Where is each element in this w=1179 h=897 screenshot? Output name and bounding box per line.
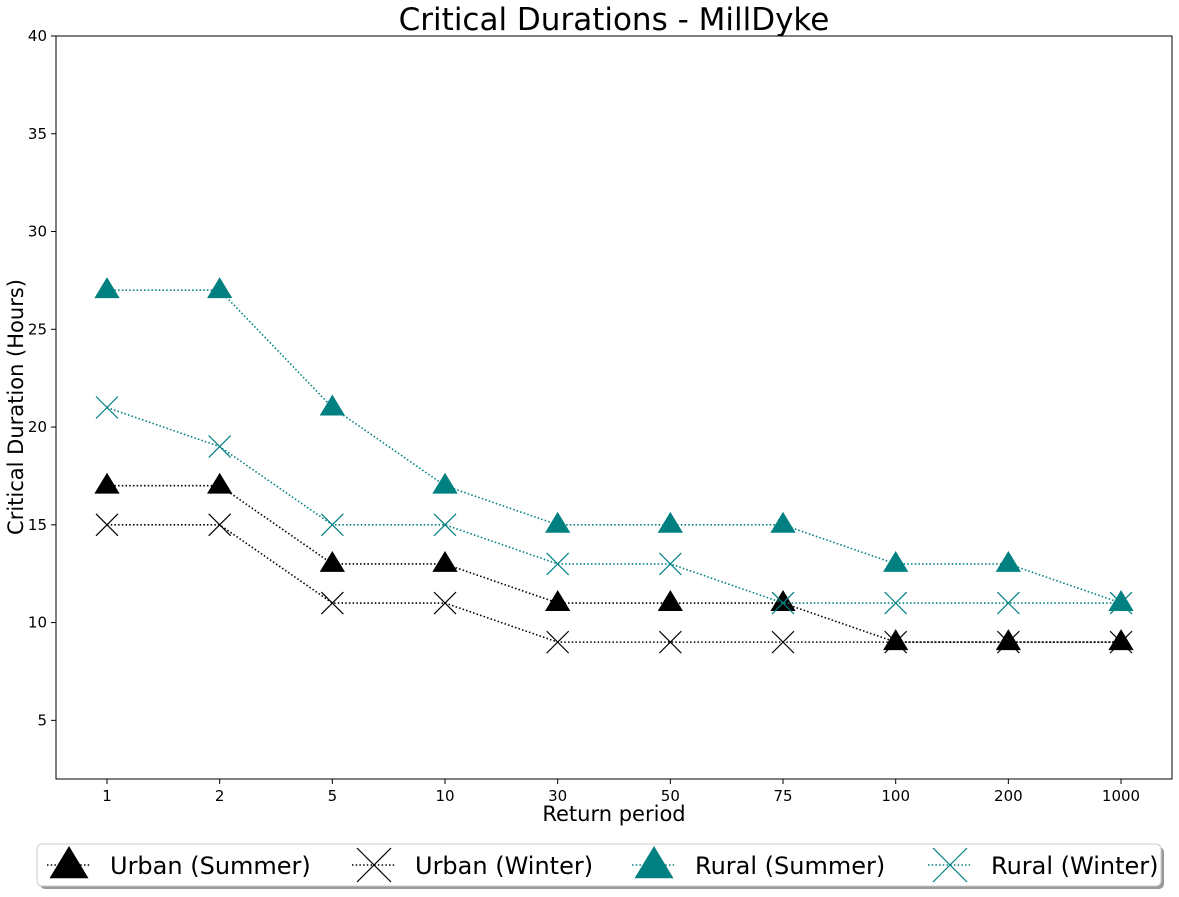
x-tick-label: 10 <box>435 787 454 805</box>
data-point-triangle <box>1108 629 1134 651</box>
y-axis-label: Critical Duration (Hours) <box>4 279 28 535</box>
data-point-triangle <box>657 590 683 611</box>
data-point-x <box>320 591 344 615</box>
data-point-x <box>320 513 344 537</box>
data-point-triangle <box>432 472 458 494</box>
data-point-triangle <box>319 550 345 572</box>
data-point-x <box>95 396 119 419</box>
x-tick-label: 1000 <box>1102 787 1140 805</box>
data-point-x <box>1109 591 1133 615</box>
data-point-triangle <box>207 472 233 494</box>
x-tick-label: 2 <box>215 787 225 805</box>
data-point-x <box>208 513 232 537</box>
data-point-x <box>433 513 457 537</box>
series-line <box>106 406 1122 604</box>
legend: Urban (Summer) Urban (Winter) Rural (Summe… <box>36 843 1164 889</box>
legend-marker-triangle <box>49 846 89 879</box>
data-point-x <box>658 630 682 654</box>
x-tick-label: 200 <box>994 787 1023 805</box>
legend-label: Rural (Winter) <box>991 852 1159 880</box>
legend-item: Rural (Summer) <box>632 846 885 880</box>
legend-label: Urban (Summer) <box>110 852 311 880</box>
y-tick-label: 20 <box>28 418 47 436</box>
data-point-triangle <box>545 511 571 533</box>
y-tick-label: 40 <box>28 27 47 45</box>
data-point-x <box>546 630 570 654</box>
x-tick-label: 5 <box>328 787 338 805</box>
data-point-triangle <box>770 511 796 533</box>
y-tick-label: 35 <box>28 125 47 143</box>
legend-item: Rural (Winter) <box>928 847 1159 883</box>
y-tick-label: 25 <box>28 320 47 338</box>
x-tick-label: 1 <box>102 787 112 805</box>
data-point-triangle <box>94 277 120 299</box>
series-rural-winter <box>95 396 1133 615</box>
series-urban-winter <box>95 513 1133 654</box>
data-point-x <box>433 591 457 615</box>
series-line <box>107 524 1122 643</box>
data-point-triangle <box>883 629 909 651</box>
data-point-x <box>208 435 232 459</box>
data-point-x <box>771 630 795 654</box>
x-tick-label: 30 <box>548 787 567 805</box>
legend-label: Urban (Winter) <box>415 852 593 880</box>
data-point-x <box>996 591 1020 615</box>
data-point-triangle <box>1108 590 1134 611</box>
data-point-x <box>1109 630 1133 654</box>
data-point-triangle <box>770 590 796 611</box>
legend-item: Urban (Winter) <box>352 847 593 883</box>
legend-label: Rural (Summer) <box>695 852 885 880</box>
legend-marker-x <box>932 847 968 883</box>
series-urban-summer <box>94 472 1134 651</box>
data-point-triangle <box>657 511 683 533</box>
data-point-triangle <box>207 277 233 299</box>
data-point-x <box>884 630 908 654</box>
data-point-triangle <box>545 590 571 611</box>
y-tick-label: 15 <box>28 516 47 534</box>
data-point-x <box>884 591 908 615</box>
data-point-triangle <box>995 629 1022 651</box>
x-tick-label: 75 <box>773 787 792 805</box>
x-tick-label: 50 <box>661 787 680 805</box>
data-point-x <box>771 591 795 615</box>
data-point-triangle <box>319 394 345 416</box>
plot-frame <box>55 35 1173 780</box>
y-tick-label: 30 <box>28 223 47 241</box>
legend-marker-triangle <box>634 846 674 879</box>
data-point-x <box>658 552 682 576</box>
legend-box <box>36 843 1162 887</box>
series-line <box>107 289 1122 604</box>
data-point-triangle <box>94 472 120 494</box>
data-point-x <box>546 552 570 576</box>
data-point-triangle <box>995 550 1022 572</box>
chart-title: Critical Durations - MillDyke <box>399 2 830 38</box>
legend-item: Urban (Summer) <box>47 846 311 880</box>
data-point-triangle <box>883 550 909 572</box>
legend-marker-x <box>356 847 392 883</box>
y-tick-label: 10 <box>28 614 47 632</box>
x-axis-label: Return period <box>542 802 685 826</box>
x-tick-label: 100 <box>881 787 910 805</box>
data-point-x <box>996 630 1020 654</box>
y-tick-label: 5 <box>37 711 47 729</box>
series-rural-summer <box>94 277 1134 611</box>
data-point-triangle <box>432 550 458 572</box>
data-point-x <box>95 513 119 537</box>
